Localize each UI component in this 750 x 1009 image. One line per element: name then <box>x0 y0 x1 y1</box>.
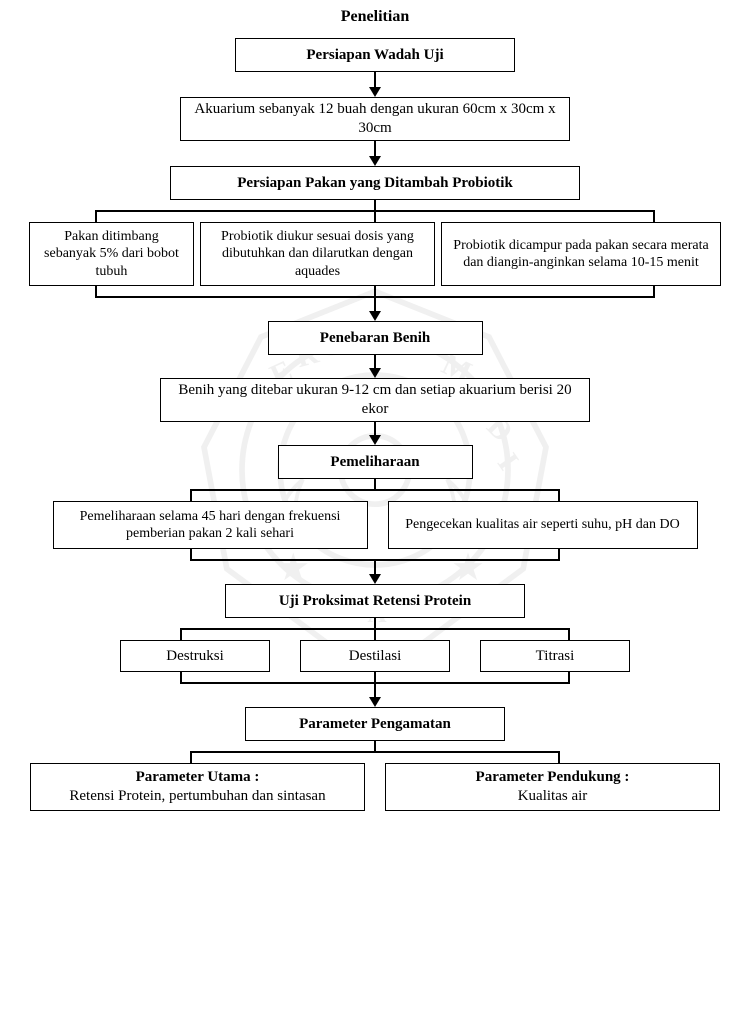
arrow-icon <box>369 574 381 584</box>
step-text: Probiotik diukur sesuai dosis yang dibut… <box>211 228 424 281</box>
connector-line <box>95 212 97 222</box>
step-probiotik-dicampur: Probiotik dicampur pada pakan secara mer… <box>441 222 721 286</box>
step-text: Pemeliharaan selama 45 hari dengan freku… <box>64 508 357 543</box>
connector-line <box>374 561 376 575</box>
connector-line <box>374 141 376 157</box>
step-label: Parameter Pengamatan <box>299 715 451 734</box>
connector-line <box>568 630 570 640</box>
split-s2: Pakan ditimbang sebanyak 5% dari bobot t… <box>28 200 723 298</box>
step-text: Probiotik dicampur pada pakan secara mer… <box>452 237 710 272</box>
step-parameter-pendukung: Parameter Pendukung : Kualitas air <box>385 763 720 811</box>
step-label: Uji Proksimat Retensi Protein <box>279 592 471 611</box>
step-text: Destilasi <box>349 647 402 666</box>
arrow-icon <box>369 368 381 378</box>
connector-line <box>374 684 376 698</box>
step-label: Persiapan Wadah Uji <box>306 46 443 65</box>
step-titrasi: Titrasi <box>480 640 630 672</box>
step-label: Pemeliharaan <box>330 453 419 472</box>
param-detail: Retensi Protein, pertumbuhan dan sintasa… <box>69 787 325 806</box>
step-destruksi: Destruksi <box>120 640 270 672</box>
arrow-icon <box>369 435 381 445</box>
step-text: Pengecekan kualitas air seperti suhu, pH… <box>405 516 679 534</box>
step-uji-proksimat: Uji Proksimat Retensi Protein <box>225 584 525 618</box>
step-pakan-ditimbang: Pakan ditimbang sebanyak 5% dari bobot t… <box>29 222 194 286</box>
step-parameter-utama: Parameter Utama : Retensi Protein, pertu… <box>30 763 365 811</box>
connector-line <box>653 212 655 222</box>
connector-line <box>653 286 655 296</box>
connector-line <box>190 491 192 501</box>
connector-line <box>374 286 376 296</box>
step-pengecekan-kualitas: Pengecekan kualitas air seperti suhu, pH… <box>388 501 698 549</box>
step-text: Benih yang ditebar ukuran 9-12 cm dan se… <box>171 381 579 419</box>
arrow-icon <box>369 87 381 97</box>
connector-line <box>374 298 376 312</box>
step-penebaran-detail: Benih yang ditebar ukuran 9-12 cm dan se… <box>160 378 590 422</box>
param-title: Parameter Pendukung : <box>476 768 630 787</box>
step-pemeliharaan-45hari: Pemeliharaan selama 45 hari dengan freku… <box>53 501 368 549</box>
arrow-icon <box>369 156 381 166</box>
step-text: Akuarium sebanyak 12 buah dengan ukuran … <box>191 100 559 138</box>
connector-line <box>374 355 376 369</box>
connector-line <box>374 741 376 751</box>
step-label: Persiapan Pakan yang Ditambah Probiotik <box>237 174 513 193</box>
step-parameter-pengamatan: Parameter Pengamatan <box>245 707 505 741</box>
connector-line <box>374 630 376 640</box>
connector-line <box>374 422 376 436</box>
step-text: Titrasi <box>536 647 575 666</box>
connector-line <box>558 549 560 559</box>
step-destilasi: Destilasi <box>300 640 450 672</box>
arrow-icon <box>369 311 381 321</box>
flowchart: Penelitian Persiapan Wadah Uji Akuarium … <box>0 0 750 811</box>
connector-line <box>190 753 192 763</box>
connector-line <box>374 618 376 628</box>
connector-line <box>374 672 376 682</box>
connector-line <box>374 72 376 88</box>
connector-line <box>374 479 376 489</box>
page-title: Penelitian <box>341 8 409 26</box>
param-title: Parameter Utama : <box>136 768 260 787</box>
split-s4: Pemeliharaan selama 45 hari dengan freku… <box>45 479 705 561</box>
step-probiotik-diukur: Probiotik diukur sesuai dosis yang dibut… <box>200 222 435 286</box>
connector-line <box>180 630 182 640</box>
connector-line <box>558 753 560 763</box>
connector-line <box>180 672 182 682</box>
step-persiapan-wadah: Persiapan Wadah Uji <box>235 38 515 72</box>
connector-line <box>558 491 560 501</box>
arrow-icon <box>369 697 381 707</box>
connector-line <box>568 672 570 682</box>
step-text: Destruksi <box>166 647 224 666</box>
step-pemeliharaan: Pemeliharaan <box>278 445 473 479</box>
split-s6: Parameter Utama : Retensi Protein, pertu… <box>25 741 725 811</box>
connector-line <box>374 212 376 222</box>
connector-line <box>374 200 376 210</box>
step-penebaran-benih: Penebaran Benih <box>268 321 483 355</box>
step-persiapan-pakan: Persiapan Pakan yang Ditambah Probiotik <box>170 166 580 200</box>
connector-line <box>190 549 192 559</box>
connector-line <box>95 286 97 296</box>
step-label: Penebaran Benih <box>320 329 430 348</box>
split-s5: Destruksi Destilasi Titrasi <box>115 618 635 684</box>
step-text: Pakan ditimbang sebanyak 5% dari bobot t… <box>40 228 183 281</box>
param-detail: Kualitas air <box>518 787 588 806</box>
step-persiapan-wadah-detail: Akuarium sebanyak 12 buah dengan ukuran … <box>180 97 570 141</box>
